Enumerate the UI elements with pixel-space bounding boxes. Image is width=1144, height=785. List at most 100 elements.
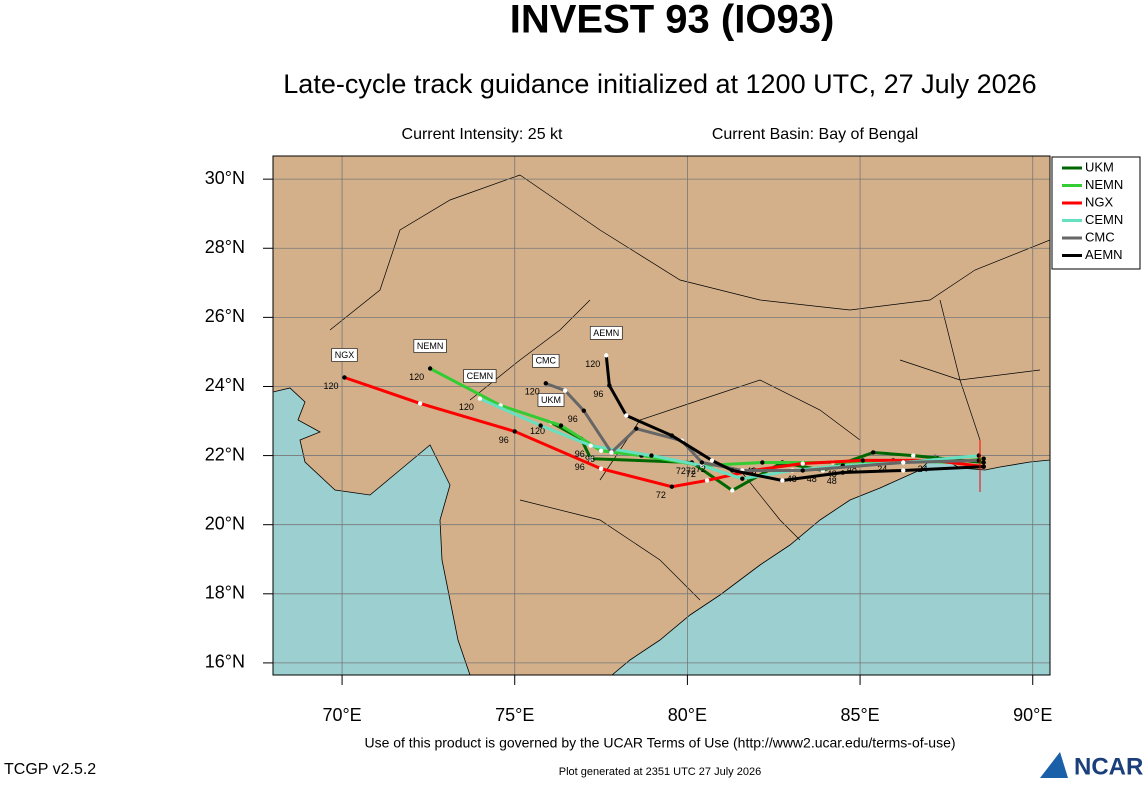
legend-label: NGX xyxy=(1085,194,1114,209)
track-point xyxy=(588,443,593,448)
track-point xyxy=(699,460,705,465)
model-tag-box xyxy=(463,369,497,383)
legend-label: UKM xyxy=(1085,159,1114,174)
model-tag: NGX xyxy=(335,350,355,360)
y-tick-label: 28°N xyxy=(205,237,245,257)
y-tick-label: 26°N xyxy=(205,306,245,326)
hour-label: 24 xyxy=(877,464,887,474)
track-point xyxy=(543,381,549,386)
track-point xyxy=(607,383,612,388)
chart-title: INVEST 93 (IO93) xyxy=(510,0,835,42)
track-point xyxy=(588,456,593,461)
hour-label: 96 xyxy=(499,435,509,445)
hour-label: 96 xyxy=(568,414,578,424)
hour-label: 120 xyxy=(525,387,540,397)
track-point xyxy=(649,453,654,458)
track-point xyxy=(981,464,986,469)
track-point xyxy=(609,450,614,455)
hour-label: 72 xyxy=(676,466,686,476)
version: TCGP v2.5.2 xyxy=(4,761,96,778)
track-point xyxy=(624,413,629,418)
hour-label: 72 xyxy=(686,469,696,479)
hour-label: 120 xyxy=(585,359,600,369)
track-point xyxy=(562,388,568,393)
generated: Plot generated at 2351 UTC 27 July 2026 xyxy=(559,766,761,778)
legend: UKM NEMN NGX CEMN CMC AEMN xyxy=(1051,156,1141,270)
terms: Use of this product is governed by the U… xyxy=(364,735,955,751)
track-point xyxy=(581,408,586,413)
track-point xyxy=(538,423,543,428)
track-point xyxy=(477,396,483,401)
track-point xyxy=(780,478,785,483)
track-point xyxy=(558,423,564,428)
track-point xyxy=(598,466,604,471)
x-tick-label: 90°E xyxy=(1013,705,1052,725)
model-tag-box xyxy=(589,326,623,340)
y-tick-label: 24°N xyxy=(205,375,245,395)
track-point xyxy=(704,478,710,483)
track-point xyxy=(800,461,805,466)
model-tag: AEMN xyxy=(593,328,619,338)
hour-label: 48 xyxy=(807,474,817,484)
map-area xyxy=(273,156,1050,675)
track-point xyxy=(730,468,735,473)
legend-box xyxy=(1051,156,1141,270)
track-point xyxy=(634,426,639,431)
y-tick-label: 20°N xyxy=(205,513,245,533)
logo: NCAR xyxy=(1074,753,1143,780)
hour-label: 72 xyxy=(696,464,706,474)
model-tag: CEMN xyxy=(467,371,494,381)
track-point xyxy=(800,468,805,473)
tracks: 487296120UKM244896120NEMN24487296120NGX4… xyxy=(323,326,986,500)
hour-label: 96 xyxy=(575,449,585,459)
track-point xyxy=(901,460,906,465)
y-tick-label: 16°N xyxy=(205,652,245,672)
model-tag: NEMN xyxy=(417,341,444,351)
y-tick-label: 30°N xyxy=(205,168,245,188)
basin: Current Basin: Bay of Bengal xyxy=(712,126,918,143)
model-tag: UKM xyxy=(541,395,561,405)
track-point xyxy=(870,450,876,455)
hour-label: 120 xyxy=(409,372,424,382)
logo-mark xyxy=(1040,752,1068,778)
track-point xyxy=(740,476,745,481)
hour-label: 72 xyxy=(656,490,666,500)
hour-label: 72 xyxy=(686,466,696,476)
track-point xyxy=(669,484,675,489)
track-line xyxy=(604,355,984,482)
hour-label: 96 xyxy=(575,462,585,472)
x-tick-label: 85°E xyxy=(840,705,879,725)
track-point xyxy=(709,458,715,463)
track-point xyxy=(699,463,705,468)
intensity: Current Intensity: 25 kt xyxy=(402,126,564,143)
track-point xyxy=(669,433,675,438)
model-tag: CMC xyxy=(536,356,557,366)
track-point xyxy=(760,460,765,465)
y-tick-label: 22°N xyxy=(205,444,245,464)
y-tick-label: 18°N xyxy=(205,583,245,603)
hour-label: 120 xyxy=(530,426,545,436)
hour-label: 96 xyxy=(585,454,595,464)
track-point xyxy=(981,460,986,465)
x-tick-label: 70°E xyxy=(322,705,361,725)
legend-label: CMC xyxy=(1085,229,1115,244)
legend-label: NEMN xyxy=(1085,177,1123,192)
x-tick-label: 75°E xyxy=(495,705,534,725)
map-frame xyxy=(272,155,1051,676)
track-point xyxy=(730,488,735,493)
borders xyxy=(329,174,1050,601)
hour-label: 96 xyxy=(593,389,603,399)
track-point xyxy=(598,448,604,453)
hour-label: 120 xyxy=(459,402,474,412)
hour-label: 48 xyxy=(847,464,857,474)
x-tick-label: 80°E xyxy=(668,705,707,725)
legend-label: AEMN xyxy=(1085,247,1123,262)
model-tag-box xyxy=(537,393,565,407)
track-point xyxy=(342,375,347,380)
chart-subtitle: Late-cycle track guidance initialized at… xyxy=(283,69,1036,99)
track-point xyxy=(911,453,916,458)
hour-label: 48 xyxy=(827,476,837,486)
legend-label: CEMN xyxy=(1085,212,1123,227)
